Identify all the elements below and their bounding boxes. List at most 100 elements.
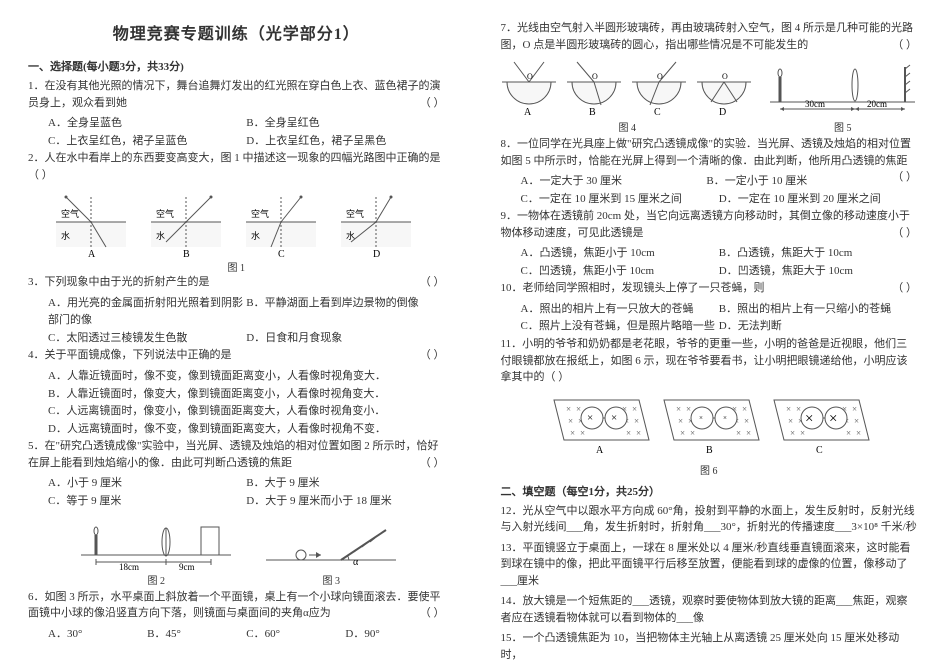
q3-text: 3．下列现象中由于光的折射产生的是: [28, 276, 210, 288]
svg-text:×: ×: [699, 414, 703, 422]
q5-paren: （ ）: [420, 455, 445, 472]
q4-options: A．人靠近镜面时，像不变，像到镜面距离变小，人看像时视角变大． B．人靠近镜面时…: [28, 368, 445, 438]
left-column: 物理竞赛专题训练（光学部分1） 一、选择题(每小题3分，共33分) 1．在没有其…: [0, 0, 473, 668]
q9-options: A．凸透镜，焦距小于 10cm B．凸透镜，焦距大于 10cm C．凹透镜，焦距…: [501, 245, 918, 280]
figures-4-5: O A O B: [501, 57, 918, 134]
fig1-lblA: A: [88, 249, 96, 257]
q9-optB: B．凸透镜，焦距大于 10cm: [719, 245, 917, 263]
q4-optA: A．人靠近镜面时，像不变，像到镜面距离变小，人看像时视角变大．: [48, 368, 445, 386]
svg-text:×: ×: [566, 404, 571, 414]
fig5-label: 图 5: [765, 119, 920, 134]
q5-text: 5．在"研究凸透镜成像"实验中，当光屏、透镜及烛焰的相对位置如图 2 所示时，恰…: [28, 440, 438, 469]
svg-text:×: ×: [680, 428, 685, 438]
question-13: 13．平面镜竖立于桌面上，一球在 8 厘米处以 4 厘米/秒直线垂直镜面滚来，这…: [501, 540, 918, 590]
fig5-svg: 30cm 20cm: [765, 57, 920, 117]
fig6-lA: A: [596, 445, 604, 456]
fig1-svg: 空气 水 A 空气 水 B: [46, 187, 426, 257]
question-10: 10．老师给同学照相时，发现镜头上停了一只苍蝇，则 （ ）: [501, 280, 918, 297]
q9-paren: （ ）: [892, 225, 917, 242]
q5-optC: C．等于 9 厘米: [48, 493, 246, 511]
fig1-air-d: 空气: [346, 208, 364, 219]
fig1-water-d: 水: [346, 230, 355, 241]
q1-optD: D．上衣呈红色，裙子呈黑色: [246, 133, 444, 151]
figure-6: ×××× ×××× ×××× ×× A ××××: [501, 390, 918, 460]
svg-text:O: O: [527, 72, 533, 81]
q3-optD: D．日食和月食现象: [246, 330, 444, 348]
fig1-water-a: 水: [61, 230, 70, 241]
q8-optB: B．一定小于 10 厘米: [706, 173, 892, 191]
q5-optD: D．大于 9 厘米而小于 18 厘米: [246, 493, 444, 511]
q10-optD: D．无法判断: [719, 318, 917, 336]
fig1-air-b: 空气: [156, 208, 174, 219]
q4-paren: （ ）: [420, 347, 445, 364]
question-8: 8．一位同学在光具座上做"研究凸透镜成像"的实验．当光屏、透镜及烛焰的相对位置如…: [501, 136, 918, 169]
q1-optA: A．全身呈蓝色: [48, 115, 246, 133]
fig3-svg: α: [261, 515, 401, 570]
q1-text: 1．在没有其他光照的情况下，舞台追舞灯发出的红光照在穿白色上衣、蓝色裙子的演员身…: [28, 80, 441, 109]
q6-optB: B．45°: [147, 626, 246, 644]
q3-options: A．用光亮的金属面折射阳光照着到阴影部门的像 B．平静湖面上看到岸边景物的倒像 …: [28, 295, 445, 348]
q11-text: 11．小明的爷爷和奶奶都是老花眼，爷爷的更重一些，小明的爸爸是近视眼，他们三付眼…: [501, 338, 908, 383]
q1-optB: B．全身呈红色: [246, 115, 444, 133]
fig4-svg: O A O B: [497, 57, 757, 117]
svg-text:×: ×: [611, 412, 617, 424]
q9-text: 9．一物体在透镜前 20cm 处，当它向远离透镜方向移动时，其倒立像的移动速度小…: [501, 210, 910, 239]
fig4-label: 图 4: [497, 119, 757, 134]
q9-optA: A．凸透镜，焦距小于 10cm: [521, 245, 719, 263]
q6-optD: D．90°: [345, 626, 444, 644]
fig1-lblB: B: [183, 249, 190, 257]
svg-text:×: ×: [678, 416, 683, 426]
fig2-d-right: 9cm: [179, 562, 195, 570]
fig1-air-a: 空气: [61, 208, 79, 219]
q5-optA: A．小于 9 厘米: [48, 475, 246, 493]
q10-options: A．照出的相片上有一只放大的苍蝇 B．照出的相片上有一只缩小的苍蝇 C．照片上没…: [501, 301, 918, 336]
fig2-d-left: 18cm: [119, 562, 139, 570]
svg-text:×: ×: [786, 404, 791, 414]
question-11: 11．小明的爷爷和奶奶都是老花眼，爷爷的更重一些，小明的爸爸是近视眼，他们三付眼…: [501, 336, 918, 386]
svg-text:×: ×: [846, 428, 851, 438]
fig1-water-b: 水: [156, 230, 165, 241]
question-15: 15．一个凸透镜焦距为 10，当把物体主光轴上从离透镜 25 厘米处向 15 厘…: [501, 630, 918, 663]
fig6-label: 图 6: [501, 462, 918, 477]
svg-text:×: ×: [634, 416, 639, 426]
q2-text: 2．人在水中看岸上的东西要变高变大，图 1 中描述这一现象的四幅光路图中正确的是…: [28, 152, 441, 181]
right-column: 7．光线由空气射入半圆形玻璃砖，再由玻璃砖射入空气，图 4 所示是几种可能的光路…: [473, 0, 945, 668]
fig4-lB: B: [589, 107, 596, 117]
svg-text:×: ×: [686, 404, 691, 414]
fig6-lB: B: [706, 445, 713, 456]
section1-heading: 一、选择题(每小题3分，共33分): [28, 58, 445, 74]
question-9: 9．一物体在透镜前 20cm 处，当它向远离透镜方向移动时，其倒立像的移动速度小…: [501, 208, 918, 241]
fig6-svg: ×××× ×××× ×××× ×× A ××××: [544, 390, 874, 460]
q10-optC: C．照片上没有苍蝇，但是照片略暗一些: [521, 318, 719, 336]
figure-1: 空气 水 A 空气 水 B: [28, 187, 445, 257]
fig1-air-c: 空气: [251, 208, 269, 219]
svg-text:×: ×: [856, 428, 861, 438]
question-6: 6．如图 3 所示，水平桌面上斜放着一个平面镜，桌上有一个小球向镜面滚去．要使平…: [28, 589, 445, 622]
svg-text:×: ×: [790, 428, 795, 438]
q1-options: A．全身呈蓝色 B．全身呈红色 C．上衣呈红色，裙子呈蓝色 D．上衣呈红色，裙子…: [28, 115, 445, 150]
svg-text:×: ×: [576, 404, 581, 414]
q3-optC: C．太阳透过三棱镜发生色散: [48, 330, 246, 348]
question-5: 5．在"研究凸透镜成像"实验中，当光屏、透镜及烛焰的相对位置如图 2 所示时，恰…: [28, 438, 445, 471]
q10-optA: A．照出的相片上有一只放大的苍蝇: [521, 301, 719, 319]
q4-optB: B．人靠近镜面时，像变大，像到镜面距离变小，人看像时视角变大．: [48, 386, 445, 404]
q3-optA: A．用光亮的金属面折射阳光照着到阴影部门的像: [48, 295, 246, 330]
svg-text:O: O: [722, 72, 728, 81]
q8-options: A．一定大于 30 厘米 B．一定小于 10 厘米 C．一定在 10 厘米到 1…: [501, 173, 918, 208]
svg-text:×: ×: [829, 411, 837, 427]
fig2-svg: 18cm 9cm: [71, 515, 241, 570]
fig2-label: 图 2: [71, 572, 241, 587]
svg-text:×: ×: [746, 428, 751, 438]
q10-text: 10．老师给同学照相时，发现镜头上停了一只苍蝇，则: [501, 282, 765, 294]
q5-options: A．小于 9 厘米 B．大于 9 厘米 C．等于 9 厘米 D．大于 9 厘米而…: [28, 475, 445, 510]
question-3: 3．下列现象中由于光的折射产生的是 （ ）: [28, 274, 445, 291]
q10-paren: （ ）: [892, 280, 917, 297]
svg-text:×: ×: [736, 428, 741, 438]
section2-heading: 二、填空题（每空1分，共25分）: [501, 483, 918, 499]
question-7: 7．光线由空气射入半圆形玻璃砖，再由玻璃砖射入空气，图 4 所示是几种可能的光路…: [501, 20, 918, 53]
svg-text:×: ×: [632, 404, 637, 414]
question-1: 1．在没有其他光照的情况下，舞台追舞灯发出的红光照在穿白色上衣、蓝色裙子的演员身…: [28, 78, 445, 111]
fig3-label: 图 3: [261, 572, 401, 587]
fig4-lD: D: [719, 107, 726, 117]
q9-optC: C．凹透镜，焦距小于 10cm: [521, 263, 719, 281]
